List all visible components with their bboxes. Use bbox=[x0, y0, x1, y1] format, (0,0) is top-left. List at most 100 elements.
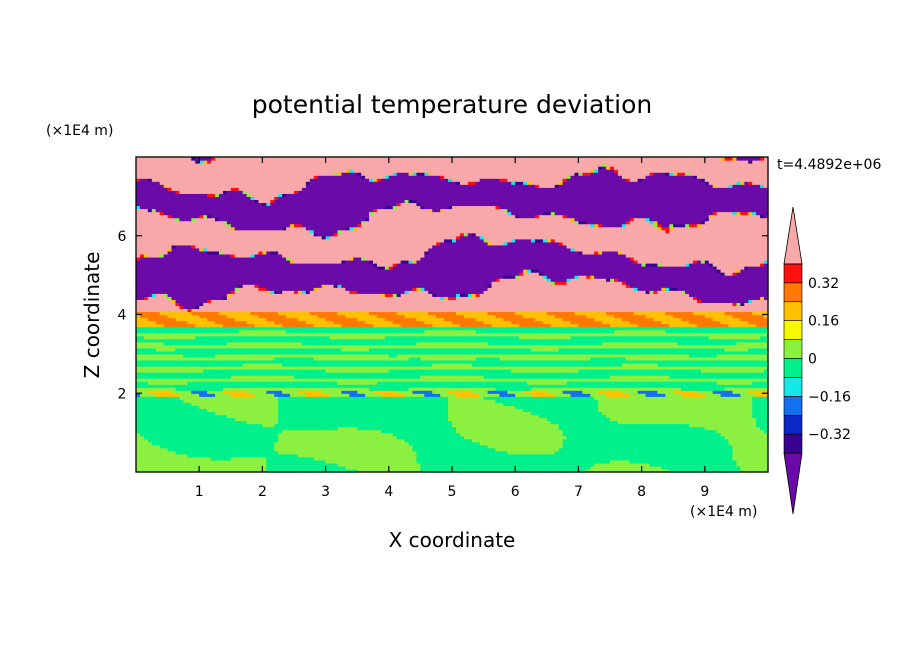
contour-cell bbox=[554, 423, 560, 428]
contour-cell bbox=[380, 387, 386, 391]
contour-cell bbox=[740, 423, 745, 428]
contour-cell bbox=[736, 408, 741, 413]
contour-cell bbox=[361, 417, 366, 422]
contour-cell bbox=[598, 378, 603, 382]
contour-cell bbox=[519, 438, 524, 443]
contour-cell bbox=[337, 399, 342, 403]
contour-cell bbox=[586, 384, 591, 388]
contour-cell bbox=[736, 429, 741, 434]
contour-cell bbox=[645, 405, 651, 409]
contour-cell bbox=[207, 411, 212, 416]
contour-cell bbox=[566, 459, 572, 464]
contour-cell bbox=[392, 420, 398, 425]
contour-cell bbox=[764, 447, 769, 452]
contour-cell bbox=[155, 429, 161, 434]
contour-cell bbox=[499, 378, 504, 382]
contour-cell bbox=[294, 435, 299, 440]
contour-cell bbox=[756, 420, 761, 425]
contour-cell bbox=[218, 378, 224, 382]
contour-cell bbox=[487, 399, 493, 403]
contour-cell bbox=[764, 432, 769, 437]
contour-cell bbox=[452, 459, 457, 464]
contour-cell bbox=[515, 378, 520, 382]
contour-cell bbox=[278, 456, 283, 461]
contour-cell bbox=[546, 444, 552, 449]
contour-cell bbox=[187, 444, 192, 449]
contour-cell bbox=[760, 408, 765, 413]
contour-cell bbox=[610, 378, 615, 382]
contour-cell bbox=[531, 402, 536, 406]
contour-cell bbox=[566, 435, 572, 440]
contour-cell bbox=[325, 432, 331, 437]
contour-cell bbox=[673, 408, 678, 413]
contour-cell bbox=[681, 396, 686, 400]
contour-cell bbox=[305, 384, 311, 388]
contour-cell bbox=[254, 411, 260, 416]
contour-cell bbox=[254, 429, 260, 434]
contour-cell bbox=[333, 390, 339, 394]
contour-cell bbox=[337, 402, 342, 406]
contour-cell bbox=[637, 426, 643, 431]
contour-cell bbox=[309, 435, 315, 440]
contour-cell bbox=[242, 447, 248, 452]
contour-cell bbox=[278, 414, 283, 419]
contour-cell bbox=[550, 450, 556, 455]
contour-cell bbox=[452, 417, 457, 422]
contour-cell bbox=[151, 393, 157, 397]
contour-cell bbox=[404, 465, 410, 470]
contour-cell bbox=[748, 462, 753, 467]
contour-cell bbox=[432, 444, 437, 449]
contour-cell bbox=[187, 432, 192, 437]
contour-cell bbox=[203, 381, 208, 385]
contour-cell bbox=[531, 453, 536, 458]
contour-cell bbox=[625, 402, 631, 406]
contour-cell bbox=[278, 432, 283, 437]
contour-cell bbox=[700, 426, 706, 431]
contour-cell bbox=[234, 429, 240, 434]
contour-cell bbox=[511, 468, 516, 473]
contour-cell bbox=[274, 399, 279, 403]
contour-cell bbox=[159, 387, 165, 391]
contour-cell bbox=[665, 381, 670, 385]
contour-cell bbox=[262, 408, 267, 413]
contour-cell bbox=[677, 393, 682, 397]
contour-cell bbox=[760, 450, 765, 455]
contour-cell bbox=[696, 402, 702, 406]
contour-cell bbox=[274, 387, 279, 391]
contour-cell bbox=[610, 450, 615, 455]
contour-cell bbox=[538, 447, 544, 452]
contour-cell bbox=[629, 393, 635, 397]
contour-cell bbox=[412, 432, 418, 437]
contour-cell bbox=[570, 402, 576, 406]
contour-cell bbox=[226, 414, 232, 419]
contour-cell bbox=[578, 456, 583, 461]
contour-cell bbox=[400, 414, 406, 419]
contour-cell bbox=[491, 408, 497, 413]
contour-cell bbox=[455, 432, 461, 437]
contour-cell bbox=[665, 393, 670, 397]
contour-cell bbox=[151, 423, 157, 428]
contour-cell bbox=[444, 387, 449, 391]
contour-cell bbox=[226, 420, 232, 425]
contour-cell bbox=[527, 411, 532, 416]
contour-cell bbox=[590, 462, 595, 467]
contour-cell bbox=[349, 381, 354, 385]
contour-cell bbox=[396, 456, 402, 461]
contour-cell bbox=[562, 390, 568, 394]
contour-cell bbox=[764, 435, 769, 440]
contour-cell bbox=[286, 432, 291, 437]
contour-cell bbox=[215, 462, 220, 467]
contour-cell bbox=[602, 468, 607, 473]
contour-cell bbox=[440, 441, 445, 446]
contour-cell bbox=[641, 432, 647, 437]
contour-cell bbox=[195, 444, 200, 449]
contour-cell bbox=[250, 375, 256, 379]
contour-cell bbox=[136, 396, 141, 400]
contour-cell bbox=[452, 453, 457, 458]
contour-cell bbox=[361, 414, 366, 419]
contour-cell bbox=[436, 462, 441, 467]
contour-cell bbox=[171, 402, 177, 406]
contour-cell bbox=[175, 447, 181, 452]
contour-cell bbox=[677, 426, 682, 431]
contour-cell bbox=[748, 456, 753, 461]
